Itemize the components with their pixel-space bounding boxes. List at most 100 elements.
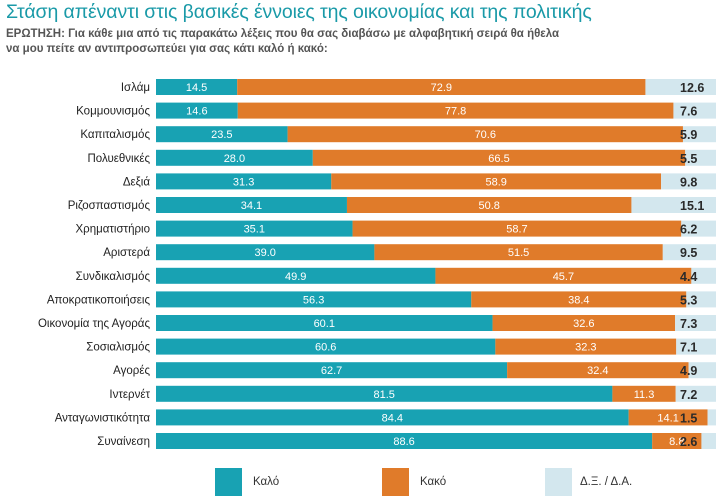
bar-segment-good — [156, 244, 375, 261]
value-label-bad: 58.9 — [485, 176, 506, 188]
legend-label-bad: Κακό — [420, 476, 447, 488]
value-label-bad: 32.6 — [573, 318, 594, 330]
category-label: Σοσιαλισμός — [86, 342, 150, 354]
value-label-bad: 77.8 — [445, 106, 466, 118]
legend-swatch-good — [215, 468, 242, 496]
bar-segment-bad — [374, 244, 663, 261]
value-label-good: 60.1 — [314, 318, 335, 330]
value-label-dk: 5.5 — [680, 152, 697, 166]
value-label-good: 81.5 — [373, 389, 394, 401]
bar-segment-dk — [691, 267, 716, 284]
bar-segment-bad — [628, 409, 708, 426]
bar-segment-bad — [471, 291, 687, 308]
value-label-dk: 6.2 — [680, 223, 697, 237]
bar-segment-dk — [682, 126, 716, 143]
value-label-bad: 8.8 — [669, 436, 684, 448]
bar-segment-good — [156, 126, 288, 143]
value-label-bad: 11.3 — [634, 389, 655, 401]
bar-segment-bad — [312, 149, 686, 166]
value-label-good: 39.0 — [254, 247, 275, 259]
bar-segment-bad — [237, 102, 674, 119]
value-label-good: 62.7 — [321, 365, 342, 377]
category-label: Συναίνεση — [97, 436, 150, 448]
bar-segment-dk — [688, 362, 716, 379]
stacked-bar-chart: Ισλάμ 14.5 72.9 12.6 Κομμουνισμός 14.6 77.8 7.6… — [38, 79, 716, 449]
value-label-dk: 7.6 — [680, 105, 697, 119]
category-label: Συνδικαλισμός — [76, 271, 151, 283]
bar-segment-good — [156, 197, 347, 213]
bar-segment-dk — [673, 102, 716, 119]
value-label-dk: 9.8 — [680, 175, 697, 189]
chart-title: Στάση απέναντι στις βασικές έννοιες της … — [6, 1, 592, 23]
bar-segment-bad — [492, 315, 676, 331]
legend-label-dk: Δ.Ξ. / Δ.Α. — [580, 476, 633, 488]
legend-label-good: Καλό — [253, 476, 280, 488]
bar-segment-good — [156, 291, 472, 308]
value-label-bad: 32.3 — [575, 342, 596, 354]
category-label: Ριζοσπαστισμός — [68, 200, 151, 212]
bar-segment-good — [156, 149, 313, 166]
value-label-good: 23.5 — [211, 129, 232, 141]
bar-segment-good — [156, 362, 508, 379]
legend-swatch-dk — [545, 468, 572, 496]
value-label-dk: 9.5 — [680, 246, 697, 260]
value-label-bad: 50.8 — [478, 200, 499, 212]
category-label: Δεξιά — [123, 176, 151, 188]
value-label-good: 84.4 — [382, 412, 403, 424]
value-label-bad: 70.6 — [475, 129, 496, 141]
bar-segment-bad — [287, 126, 683, 143]
bar-segment-good — [156, 315, 493, 331]
bar-segment-dk — [681, 220, 716, 237]
bar-segment-good — [156, 338, 496, 355]
bar-segment-bad — [352, 220, 682, 237]
value-label-dk: 7.2 — [680, 388, 697, 402]
bar-segment-bad — [652, 433, 702, 449]
bar-segment-dk — [676, 338, 716, 355]
value-label-good: 28.0 — [224, 153, 245, 165]
value-label-good: 49.9 — [285, 271, 306, 283]
value-label-bad: 32.4 — [587, 365, 608, 377]
value-label-bad: 72.9 — [431, 82, 452, 94]
bar-segment-dk — [645, 79, 716, 95]
bar-segment-dk — [675, 315, 716, 331]
category-label: Ανταγωνιστικότητα — [55, 412, 151, 424]
bar-segment-dk — [661, 173, 716, 190]
value-label-good: 14.5 — [186, 82, 207, 94]
category-label: Αγορές — [113, 365, 150, 377]
bar-segment-dk — [686, 291, 716, 308]
value-label-dk: 7.1 — [680, 341, 697, 355]
value-label-bad: 14.1 — [657, 412, 678, 424]
value-label-dk: 4.9 — [680, 364, 697, 378]
category-label: Ισλάμ — [121, 82, 150, 94]
value-label-dk: 2.6 — [680, 435, 697, 449]
category-label: Αποκρατικοποιήσεις — [47, 294, 151, 306]
value-label-dk: 1.5 — [680, 411, 697, 425]
legend-swatch-bad — [382, 468, 409, 496]
category-label: Οικονομία της Αγοράς — [38, 318, 151, 330]
value-label-bad: 38.4 — [568, 294, 589, 306]
value-label-good: 60.6 — [315, 342, 336, 354]
value-label-dk: 5.3 — [680, 293, 697, 307]
value-label-dk: 5.9 — [680, 128, 697, 142]
category-label: Ιντερνέτ — [109, 389, 150, 401]
value-label-good: 56.3 — [303, 294, 324, 306]
bar-segment-bad — [495, 338, 677, 355]
bar-segment-good — [156, 173, 332, 190]
bar-segment-good — [156, 385, 613, 402]
value-label-dk: 4.4 — [680, 270, 697, 284]
category-label: Πολυεθνικές — [88, 153, 151, 165]
bar-segment-good — [156, 409, 629, 426]
bar-segment-dk — [685, 149, 716, 166]
value-label-good: 14.6 — [186, 106, 207, 118]
value-label-dk: 15.1 — [680, 199, 704, 213]
value-label-bad: 58.7 — [506, 224, 527, 236]
category-label: Αριστερά — [103, 247, 150, 259]
value-label-good: 31.3 — [233, 176, 254, 188]
bar-segment-good — [156, 267, 436, 284]
value-label-dk: 7.3 — [680, 317, 697, 331]
bar-segment-dk — [701, 433, 716, 449]
value-label-bad: 51.5 — [508, 247, 529, 259]
value-label-good: 35.1 — [244, 224, 265, 236]
bar-segment-bad — [612, 385, 676, 402]
category-label: Κομμουνισμός — [76, 106, 150, 118]
